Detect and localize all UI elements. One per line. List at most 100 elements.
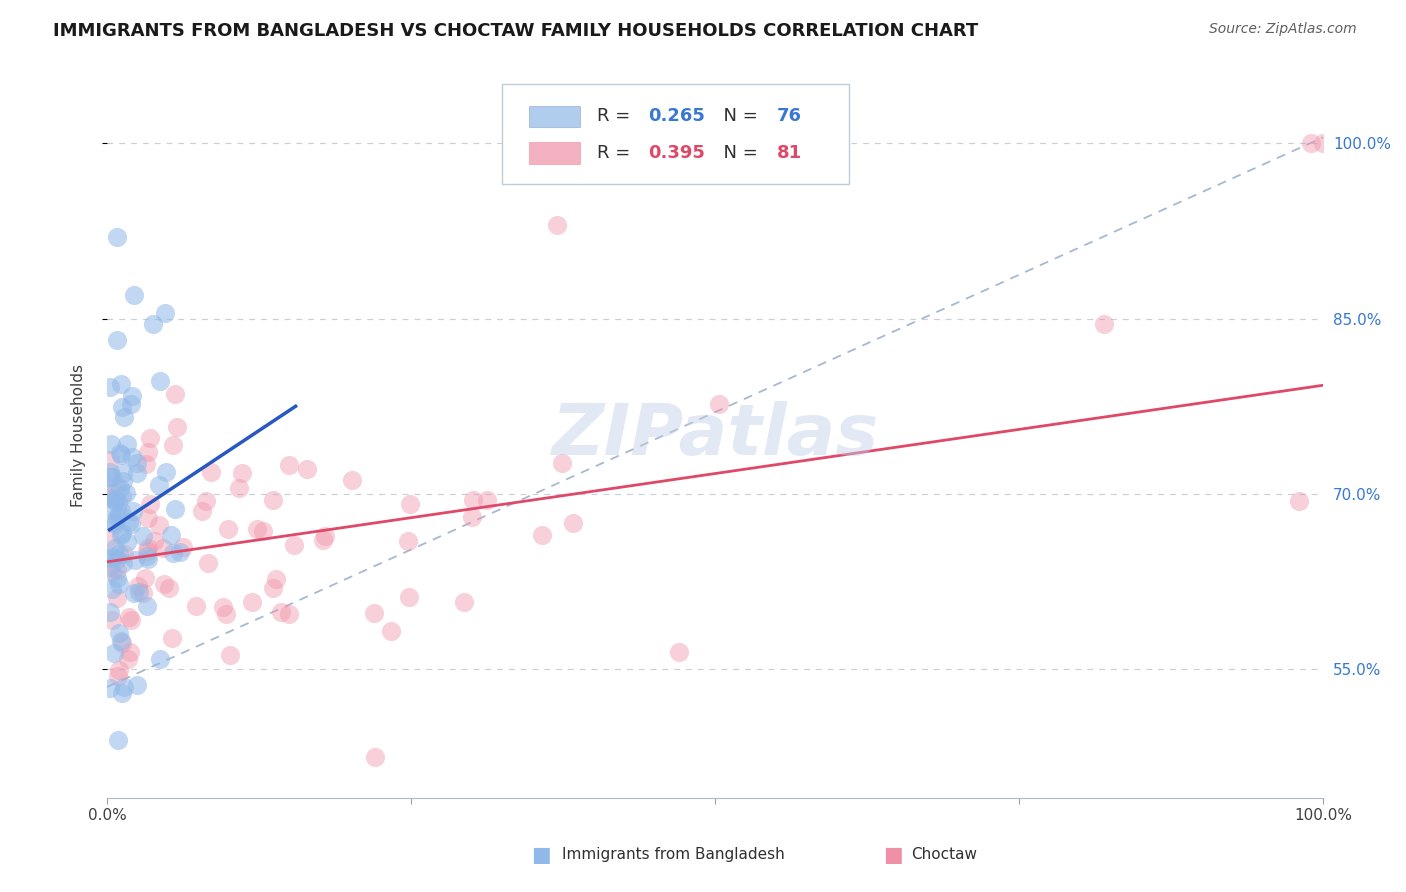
Text: 81: 81	[778, 144, 803, 161]
Point	[165, 386, 187, 401]
Point	[380, 624, 402, 638]
Point	[120, 517, 142, 532]
Point	[100, 437, 122, 451]
Point	[197, 556, 219, 570]
Point	[101, 582, 124, 597]
Point	[155, 306, 177, 320]
Text: R =: R =	[598, 107, 636, 126]
Point	[194, 493, 217, 508]
Point	[110, 481, 132, 495]
Point	[121, 389, 143, 403]
Point	[264, 572, 287, 586]
Point	[166, 420, 188, 434]
Point	[246, 522, 269, 536]
Point	[138, 552, 160, 566]
Point	[98, 465, 121, 479]
Point	[103, 516, 125, 530]
Text: Source: ZipAtlas.com: Source: ZipAtlas.com	[1209, 22, 1357, 37]
Point	[107, 663, 129, 677]
Text: N =: N =	[711, 144, 763, 161]
Point	[252, 524, 274, 538]
Point	[162, 546, 184, 560]
Point	[399, 497, 422, 511]
Point	[172, 541, 194, 555]
Point	[104, 516, 127, 531]
Point	[104, 479, 127, 493]
Point	[363, 606, 385, 620]
Point	[550, 456, 572, 470]
Point	[165, 501, 187, 516]
Point	[112, 467, 135, 481]
Point	[277, 458, 299, 473]
Point	[103, 541, 125, 555]
Text: ■: ■	[531, 845, 551, 864]
Point	[135, 549, 157, 563]
Point	[186, 599, 208, 613]
Point	[709, 397, 731, 411]
FancyBboxPatch shape	[502, 84, 849, 184]
Point	[134, 571, 156, 585]
Point	[270, 605, 292, 619]
Point	[112, 474, 135, 488]
Point	[98, 470, 121, 484]
Point	[98, 605, 121, 619]
Point	[122, 504, 145, 518]
Point	[122, 586, 145, 600]
Point	[103, 646, 125, 660]
Point	[111, 636, 134, 650]
Point	[120, 396, 142, 410]
Point	[148, 374, 170, 388]
Point	[460, 509, 482, 524]
Point	[104, 492, 127, 507]
Point	[110, 446, 132, 460]
Point	[125, 466, 148, 480]
Point	[398, 590, 420, 604]
Point	[135, 457, 157, 471]
Point	[111, 400, 134, 414]
Point	[112, 556, 135, 570]
Point	[136, 599, 159, 614]
Point	[118, 645, 141, 659]
Point	[191, 504, 214, 518]
Point	[112, 680, 135, 694]
Point	[139, 496, 162, 510]
Point	[138, 432, 160, 446]
Point	[105, 229, 128, 244]
Point	[157, 581, 180, 595]
Point	[136, 511, 159, 525]
Point	[101, 470, 124, 484]
Point	[118, 610, 141, 624]
Point	[111, 490, 134, 504]
Point	[115, 534, 138, 549]
Point	[105, 333, 128, 347]
Point	[122, 288, 145, 302]
Point	[530, 528, 553, 542]
Point	[98, 485, 121, 500]
Point	[98, 532, 121, 546]
Point	[152, 541, 174, 555]
FancyBboxPatch shape	[529, 142, 581, 163]
Point	[217, 522, 239, 536]
Point	[101, 550, 124, 565]
Point	[98, 681, 121, 695]
Point	[132, 529, 155, 543]
Point	[111, 525, 134, 540]
Point	[277, 607, 299, 621]
Point	[215, 607, 238, 621]
Point	[162, 438, 184, 452]
Point	[101, 501, 124, 516]
Point	[136, 541, 159, 555]
Point	[117, 652, 139, 666]
Point	[105, 591, 128, 605]
Point	[159, 528, 181, 542]
Text: Immigrants from Bangladesh: Immigrants from Bangladesh	[562, 847, 785, 862]
Point	[340, 474, 363, 488]
Text: R =: R =	[598, 144, 636, 161]
Point	[1312, 136, 1334, 150]
Point	[105, 509, 128, 524]
Point	[314, 529, 336, 543]
Point	[453, 595, 475, 609]
Point	[148, 517, 170, 532]
Point	[461, 492, 484, 507]
Point	[127, 579, 149, 593]
